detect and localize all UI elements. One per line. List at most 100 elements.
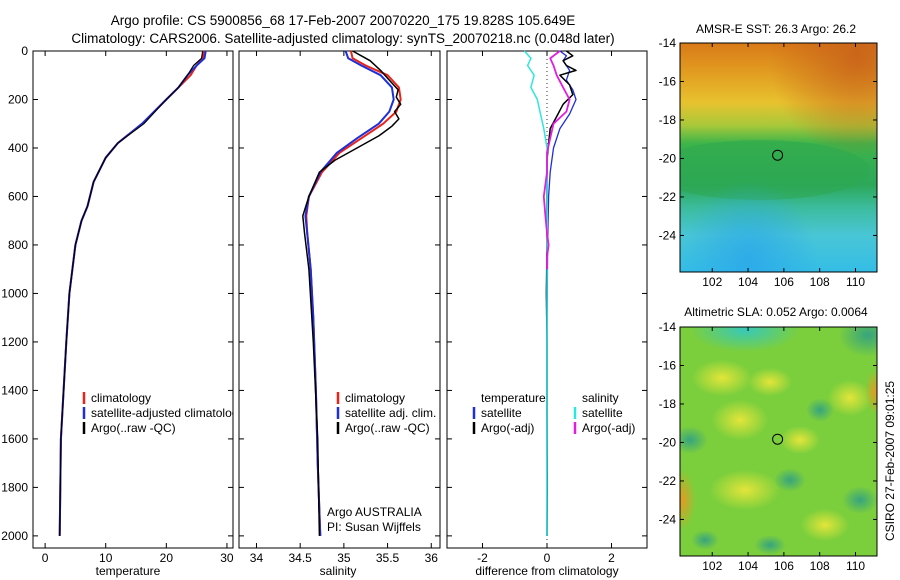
map-y-tick-label: -20 — [659, 435, 677, 449]
legend-label-temp-argo: Argo(-adj) — [481, 421, 534, 435]
temperature-panel: 0 10 20 30 0 200 400 600 800 1000 1200 1400 1600 1800… — [1, 44, 244, 578]
map-y-tick-label: -24 — [659, 228, 677, 242]
difference-panel: -2 0 2 difference from climatology tempera… — [446, 50, 648, 578]
legend-title-salinity: salinity — [582, 391, 619, 405]
figure-title-line2: Climatology: CARS2006. Satellite-adjuste… — [71, 31, 614, 46]
legend-label-argo: Argo(..raw -QC) — [345, 421, 430, 435]
series-salinity-argo-adj- — [542, 50, 571, 270]
y-tick-label: 1400 — [1, 383, 28, 397]
sst-map-frame — [679, 42, 878, 273]
temperature-legend: climatology satellite-adjusted climatolo… — [82, 391, 244, 435]
x-tick-label: -2 — [477, 551, 488, 565]
salinity-annotation-line1: Argo AUSTRALIA — [327, 505, 422, 519]
x-tick-label: 35.5 — [376, 551, 400, 565]
x-tick-label: 34.5 — [288, 551, 312, 565]
y-tick-label: 400 — [8, 141, 28, 155]
sst-argo-marker — [772, 149, 784, 161]
legend-label-sal-argo: Argo(-adj) — [582, 421, 635, 435]
legend-label-argo: Argo(..raw -QC) — [91, 421, 176, 435]
map-x-tick-label: 110 — [846, 275, 865, 289]
sla-blob-teal-4 — [842, 486, 877, 514]
sla-blob-teal-3 — [774, 468, 806, 492]
sla-argo-marker — [772, 433, 784, 445]
y-tick-label: 1600 — [1, 432, 28, 446]
y-tick-label: 600 — [8, 189, 28, 203]
sla-blob-yellow-7 — [801, 509, 849, 541]
x-tick-label: 0 — [42, 551, 49, 565]
map-y-tick-label: -22 — [659, 190, 677, 204]
sla-blob-cyan-top — [690, 327, 800, 352]
sla-heatmap — [680, 327, 877, 556]
map-x-tick-label: 106 — [774, 275, 794, 289]
sla-blob-teal-6 — [754, 535, 786, 555]
salinity-axes-frame — [238, 50, 441, 549]
y-tick-label: 1800 — [1, 480, 28, 494]
map-y-tick-label: -14 — [659, 36, 677, 50]
map-x-tick-label: 106 — [774, 559, 794, 573]
series-argo-raw-qc- — [59, 50, 204, 536]
y-tick-label: 800 — [8, 238, 28, 252]
map-y-tick-label: -14 — [659, 320, 677, 334]
temperature-ticks: 0 10 20 30 0 200 400 600 800 1000 1200 1400 1600 1800… — [1, 44, 234, 565]
temperature-lines — [58, 50, 207, 536]
sla-blob-yellow-5 — [828, 380, 872, 416]
map-y-tick-label: -16 — [659, 358, 677, 372]
sst-map-title: AMSR-E SST: 26.3 Argo: 26.2 — [696, 22, 856, 36]
legend-label-satellite-adj: satellite adj. clim. — [345, 406, 436, 420]
salinity-xlabel: salinity — [320, 564, 357, 578]
x-tick-label: 20 — [160, 551, 174, 565]
salinity-legend: climatology satellite adj. clim. Argo(..… — [336, 391, 436, 435]
series-argo-raw-qc- — [302, 50, 402, 536]
map-x-tick-label: 102 — [702, 275, 722, 289]
sla-blob-yellow-6 — [710, 470, 780, 510]
map-y-tick-label: -18 — [659, 113, 677, 127]
salinity-panel: 34 34.5 35 35.5 36 salinity climatology sate… — [238, 50, 441, 578]
sla-blob-yellow-1 — [692, 360, 752, 396]
map-x-tick-label: 104 — [738, 559, 758, 573]
side-timestamp-label: CSIRO 27-Feb-2007 09:01:25 — [883, 381, 897, 541]
legend-label-climatology: climatology — [345, 391, 405, 405]
x-tick-label: 30 — [220, 551, 234, 565]
x-tick-label: 2 — [608, 551, 615, 565]
sla-blob-teal-5 — [691, 530, 719, 550]
map-y-tick-label: -18 — [659, 397, 677, 411]
difference-legend: temperature satellite Argo(-adj) salinit… — [472, 391, 635, 435]
map-y-tick-label: -16 — [659, 74, 677, 88]
x-tick-label: 35 — [337, 551, 351, 565]
sla-blob-teal-right — [838, 327, 877, 357]
difference-xlabel: difference from climatology — [475, 564, 618, 578]
temperature-xlabel: temperature — [96, 564, 161, 578]
sla-blob-orange-left — [680, 470, 696, 530]
x-tick-label: 36 — [425, 551, 439, 565]
x-tick-label: 10 — [99, 551, 113, 565]
sst-ticks: 102 104 106 108 110 -14 -16 -18 -20 -22 -24 — [659, 36, 877, 289]
map-y-tick-label: -20 — [659, 151, 677, 165]
sst-heatmap — [680, 43, 877, 272]
map-x-tick-label: 104 — [738, 275, 758, 289]
legend-label-temp-satellite: satellite — [481, 406, 522, 420]
sla-blob-yellow-2 — [748, 368, 792, 396]
salinity-ticks: 34 34.5 35 35.5 36 — [239, 50, 440, 565]
salinity-annotation-line2: PI: Susan Wijffels — [327, 520, 421, 534]
temperature-legend-clip — [233, 395, 239, 425]
legend-title-temperature: temperature — [481, 391, 546, 405]
y-tick-label: 0 — [21, 44, 28, 58]
difference-lines — [523, 50, 577, 548]
y-tick-label: 200 — [8, 92, 28, 106]
legend-label-satellite-adjusted: satellite-adjusted climatology — [91, 406, 244, 420]
sla-map-frame — [679, 326, 878, 557]
y-tick-label: 1200 — [1, 335, 28, 349]
sla-blob-yellow-3 — [712, 400, 768, 440]
legend-label-sal-satellite: satellite — [582, 406, 623, 420]
y-tick-label: 2000 — [1, 529, 28, 543]
sla-map-panel: Altimetric SLA: 0.052 Argo: 0.0064 102 10… — [659, 305, 878, 573]
map-x-tick-label: 110 — [846, 559, 865, 573]
figure-title-line1: Argo profile: CS 5900856_68 17-Feb-2007 … — [111, 13, 576, 28]
sla-map-title: Altimetric SLA: 0.052 Argo: 0.0064 — [684, 305, 868, 319]
map-y-tick-label: -22 — [659, 474, 677, 488]
x-tick-label: 34 — [250, 551, 264, 565]
sla-blob-yellow-4 — [780, 426, 820, 454]
sst-map-panel: AMSR-E SST: 26.3 Argo: 26.2 102 104 106 108… — [659, 22, 878, 289]
map-y-tick-label: -24 — [659, 512, 677, 526]
